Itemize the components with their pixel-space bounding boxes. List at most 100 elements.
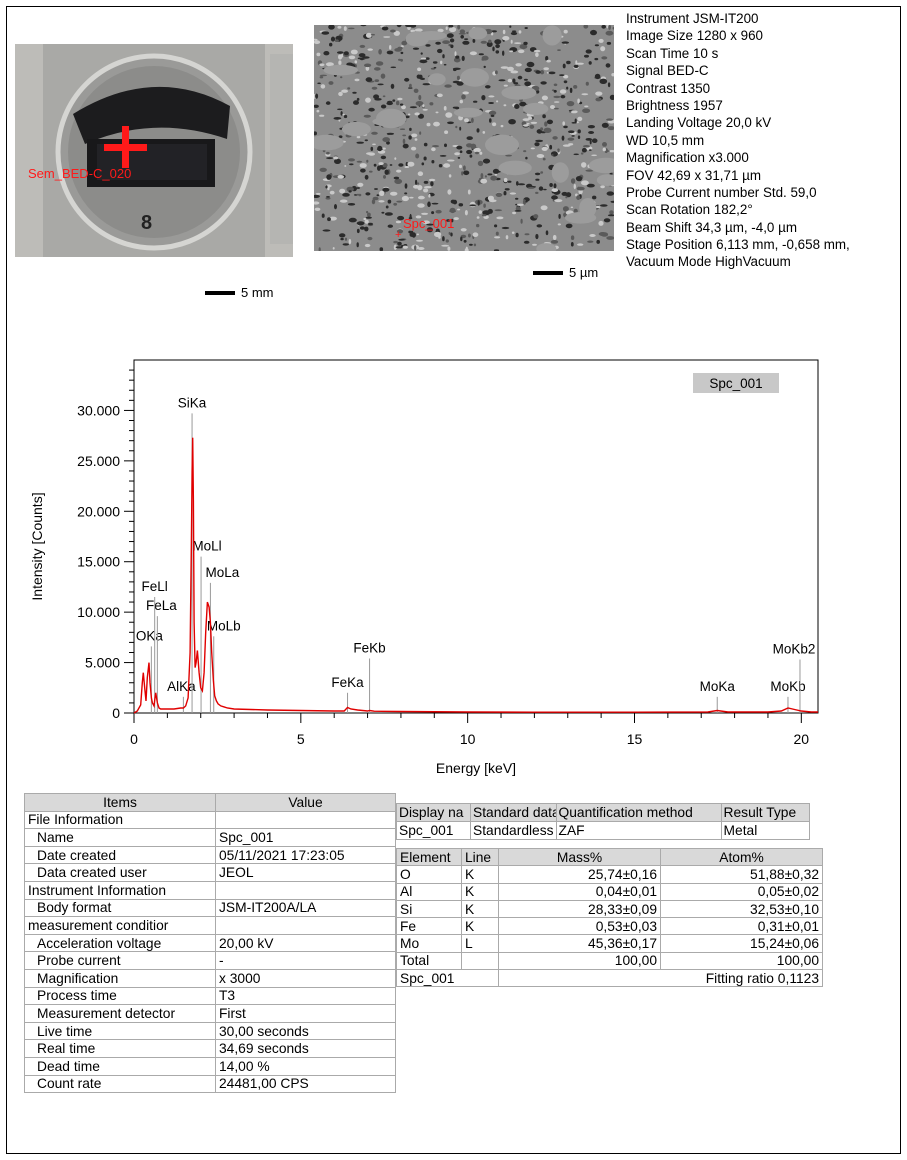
item-name: Dead time (24, 1056, 216, 1076)
y-tick-label: 25.000 (77, 453, 120, 469)
item-value (215, 880, 396, 900)
sem-scale-bar (533, 271, 563, 275)
line-cell: K (461, 917, 499, 936)
element-row: O K 25,74±0,16 51,88±0,32 (396, 865, 823, 884)
items-row: Measurement detector First (24, 1004, 396, 1023)
peak-label: FeKa (331, 675, 364, 690)
metadata-line: Instrument JSM-IT200 (626, 11, 759, 26)
optical-marker-label: Sem_BED-C_020 (28, 166, 132, 181)
svg-text:8: 8 (141, 212, 152, 234)
item-value: First (215, 1004, 396, 1023)
mass-header: Mass% (498, 847, 661, 867)
item-name: Magnification (24, 968, 216, 988)
items-row: Acceleration voltage 20,00 kV (24, 933, 396, 953)
item-name: measurement conditior (24, 916, 216, 935)
element-cell: Fe (396, 917, 462, 936)
item-value: JEOL (215, 863, 396, 882)
item-name: Real time (24, 1039, 216, 1058)
fitting-ratio: Fitting ratio 0,1123 (498, 969, 823, 988)
metadata-line: Magnification x3.000 (626, 150, 749, 166)
line-cell: K (461, 882, 499, 901)
y-tick-label: 30.000 (77, 402, 120, 418)
item-value (215, 916, 396, 935)
total-atom: 100,00 (660, 951, 823, 971)
atom-cell: 32,53±0,10 (660, 899, 823, 919)
display-header-row: Display na Standard data Quantification … (396, 803, 810, 822)
fitting-row: Spc_001 Fitting ratio 0,1123 (396, 969, 823, 988)
item-value: 05/11/2021 17:23:05 (215, 845, 396, 865)
items-header: Items (24, 793, 216, 812)
items-row: Probe current - (24, 951, 396, 970)
line-cell: K (461, 899, 499, 919)
sem-marker-label: Spc_001 (403, 216, 455, 231)
item-value: Spc_001 (215, 828, 396, 847)
mass-cell: 45,36±0,17 (498, 934, 661, 953)
item-name: Data created user (24, 863, 216, 882)
element-header: Element (396, 847, 462, 867)
items-row: Date created 05/11/2021 17:23:05 (24, 845, 396, 865)
peak-label: MoKa (700, 679, 736, 694)
legend-label: Spc_001 (709, 376, 762, 391)
item-name: Instrument Information (24, 880, 216, 900)
standard-data-header: Standard data (470, 803, 557, 822)
optical-image: 8 (15, 44, 293, 257)
item-value: 30,00 seconds (215, 1021, 396, 1041)
atom-header: Atom% (660, 847, 823, 867)
report-frame (6, 6, 901, 1154)
items-row: measurement conditior (24, 916, 396, 935)
element-cell: Al (396, 882, 462, 901)
items-row: Process time T3 (24, 986, 396, 1006)
item-name: Measurement detector (24, 1004, 216, 1023)
item-value: x 3000 (215, 968, 396, 988)
quant-header-row: Element Line Mass% Atom% (396, 847, 823, 867)
item-value: 14,00 % (215, 1056, 396, 1076)
x-tick-label: 5 (297, 731, 305, 747)
sem-image (314, 25, 614, 251)
metadata-line: FOV 42,69 x 31,71 µm (626, 167, 761, 183)
mass-cell: 25,74±0,16 (498, 865, 661, 884)
metadata-line: Scan Rotation 182,2° (626, 202, 753, 218)
peak-label: MoKb2 (773, 642, 816, 657)
element-cell: Si (396, 899, 462, 919)
element-row: Al K 0,04±0,01 0,05±0,02 (396, 882, 823, 901)
metadata-line: Stage Position 6,113 mm, -0,658 mm, (626, 237, 850, 253)
element-row: Mo L 45,36±0,17 15,24±0,06 (396, 934, 823, 953)
item-name: Body format (24, 898, 216, 918)
item-name: Name (24, 828, 216, 847)
metadata-line: Contrast 1350 (626, 80, 711, 96)
element-cell: O (396, 865, 462, 884)
x-tick-label: 0 (130, 731, 138, 747)
optical-scale-label: 5 mm (241, 285, 274, 300)
y-tick-label: 10.000 (77, 604, 120, 620)
display-row: Spc_001 Standardless ZAF Metal (396, 821, 810, 840)
total-line (461, 951, 499, 971)
metadata-line: Image Size 1280 x 960 (626, 28, 763, 44)
item-name: Count rate (24, 1074, 216, 1094)
fitting-spectrum-name: Spc_001 (396, 969, 499, 988)
instrument-metadata: Instrument JSM-IT200 Image Size 1280 x 9… (626, 10, 850, 271)
x-tick-label: 10 (460, 731, 476, 747)
quant-method-header: Quantification method (555, 803, 722, 822)
items-row: Magnification x 3000 (24, 968, 396, 988)
peak-label: MoLa (206, 565, 240, 580)
total-label: Total (396, 951, 462, 971)
display-table: Display na Standard data Quantification … (396, 803, 810, 840)
item-value (215, 810, 396, 830)
mass-cell: 0,53±0,03 (498, 917, 661, 936)
mass-cell: 0,04±0,01 (498, 882, 661, 901)
plot-area (133, 359, 819, 714)
item-name: Live time (24, 1021, 216, 1041)
x-tick-label: 15 (627, 731, 643, 747)
y-tick-label: 20.000 (77, 503, 120, 519)
element-cell: Mo (396, 934, 462, 953)
item-name: File Information (24, 810, 216, 830)
metadata-line: WD 10,5 mm (626, 132, 705, 148)
item-value: 34,69 seconds (215, 1039, 396, 1058)
items-header-row: Items Value (24, 793, 396, 812)
metadata-line: Probe Current number Std. 59,0 (626, 184, 817, 200)
peak-label: FeLl (142, 579, 168, 594)
quantification-table: Element Line Mass% Atom% O K 25,74±0,16 51,… (396, 847, 823, 988)
line-cell: L (461, 934, 499, 953)
line-cell: K (461, 865, 499, 884)
peak-label: FeLa (146, 598, 177, 613)
